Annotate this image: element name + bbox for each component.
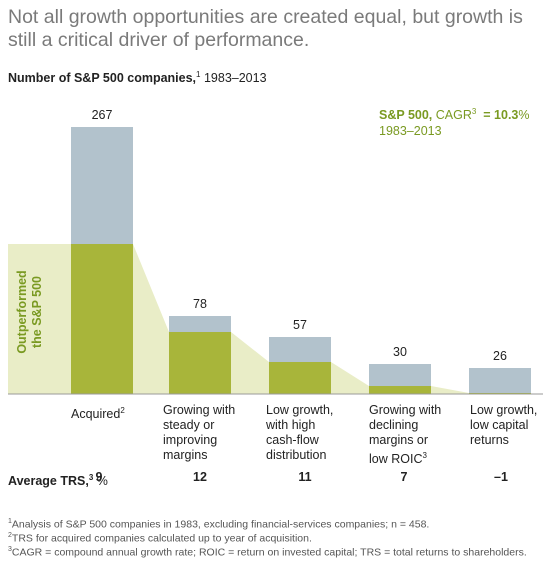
bar-value-label-5: 26: [493, 349, 507, 363]
category-label-line: low capital: [470, 418, 529, 432]
side-label-line: Outperformed: [15, 270, 29, 353]
outperformed-band: [8, 244, 531, 394]
category-label-line: Growing with: [163, 403, 236, 417]
bar-value-label-3: 57: [293, 318, 307, 332]
bar-value-label-2: 78: [193, 297, 207, 311]
category-label-sup: 2: [120, 406, 125, 415]
average-trs-value-5: –1: [494, 470, 508, 484]
chart-subtitle: Number of S&P 500 companies,1 1983–2013: [8, 70, 267, 85]
footnote-text: Analysis of S&P 500 companies in 1983, e…: [11, 518, 430, 531]
footnote-3: 3CAGR = compound annual growth rate; ROI…: [8, 543, 543, 560]
footnote-marker: 3: [8, 546, 12, 553]
category-label-line: declining: [369, 418, 419, 432]
category-label-line: Low growth,: [266, 403, 334, 417]
average-trs-label: Average TRS,3 %: [8, 470, 108, 489]
trs-label-unit: %: [93, 474, 108, 489]
category-label-line: low ROIC3: [369, 451, 427, 467]
footnote-text: CAGR = compound annual growth rate; ROIC…: [11, 546, 527, 559]
bar-outperformed-2: [169, 332, 231, 394]
category-label-line: Acquired2: [71, 406, 125, 422]
side-label: Outperformedthe S&P 500: [15, 270, 44, 353]
footnote-1: 1Analysis of S&P 500 companies in 1983, …: [8, 515, 543, 532]
bar-outperformed-3: [269, 362, 331, 394]
category-label-line: distribution: [266, 448, 327, 462]
bar-total-5: [469, 368, 531, 394]
headline: Not all growth opportunities are created…: [8, 6, 523, 51]
bar-outperformed-4: [369, 386, 431, 394]
bar-outperformed-1: [71, 244, 133, 394]
footnote-2: 2TRS for acquired companies calculated u…: [8, 529, 543, 546]
legend: S&P 500, CAGR3 = 10.3% 1983–2013: [379, 104, 530, 139]
category-label-line: Growing with: [369, 403, 442, 417]
category-label-5: Low growth, low capital returns: [470, 403, 537, 448]
legend-metric: CAGR: [432, 108, 472, 123]
footnote-marker: 2: [8, 532, 12, 539]
average-trs-value-2: 12: [193, 470, 207, 484]
average-trs-value-3: 11: [298, 470, 312, 484]
category-label-line: improving: [163, 433, 218, 447]
category-label-4: Growing with declining margins or low ROIC3: [369, 403, 441, 467]
trs-label-sup: 3: [88, 473, 94, 482]
legend-sup: 3: [471, 107, 477, 116]
legend-period: 1983–2013: [379, 124, 442, 139]
legend-unit: %: [518, 108, 530, 123]
average-trs-value-4: 7: [400, 470, 408, 484]
trs-label-bold: Average TRS,: [8, 474, 89, 489]
category-label-1: Acquired2: [71, 403, 125, 422]
subtitle-period: 1983–2013: [200, 71, 267, 86]
side-label-line: the S&P 500: [30, 276, 44, 348]
average-trs-value-1: 9: [95, 470, 103, 484]
category-label-sup: 3: [422, 451, 427, 460]
subtitle-bold: Number of S&P 500 companies,: [8, 71, 197, 86]
footnote-text: TRS for acquired companies calculated up…: [11, 532, 312, 545]
category-label-line: with high: [266, 418, 316, 432]
category-label-line: returns: [470, 433, 509, 447]
legend-name: S&P 500,: [379, 108, 433, 123]
category-label-3: Low growth, with high cash-flow distributio…: [266, 403, 333, 463]
category-label-line: cash-flow: [266, 433, 319, 447]
bar-value-label-1: 267: [92, 108, 113, 122]
bar-value-label-4: 30: [393, 345, 407, 359]
category-label-2: Growing with steady or improving margins: [163, 403, 235, 463]
subtitle-sup: 1: [196, 70, 201, 79]
category-label-line: Low growth,: [470, 403, 538, 417]
footnote-marker: 1: [8, 518, 12, 525]
category-label-line: margins: [163, 448, 208, 462]
category-label-line: steady or: [163, 418, 215, 432]
legend-value: = 10.3: [476, 108, 519, 123]
category-label-line: margins or: [369, 433, 429, 447]
